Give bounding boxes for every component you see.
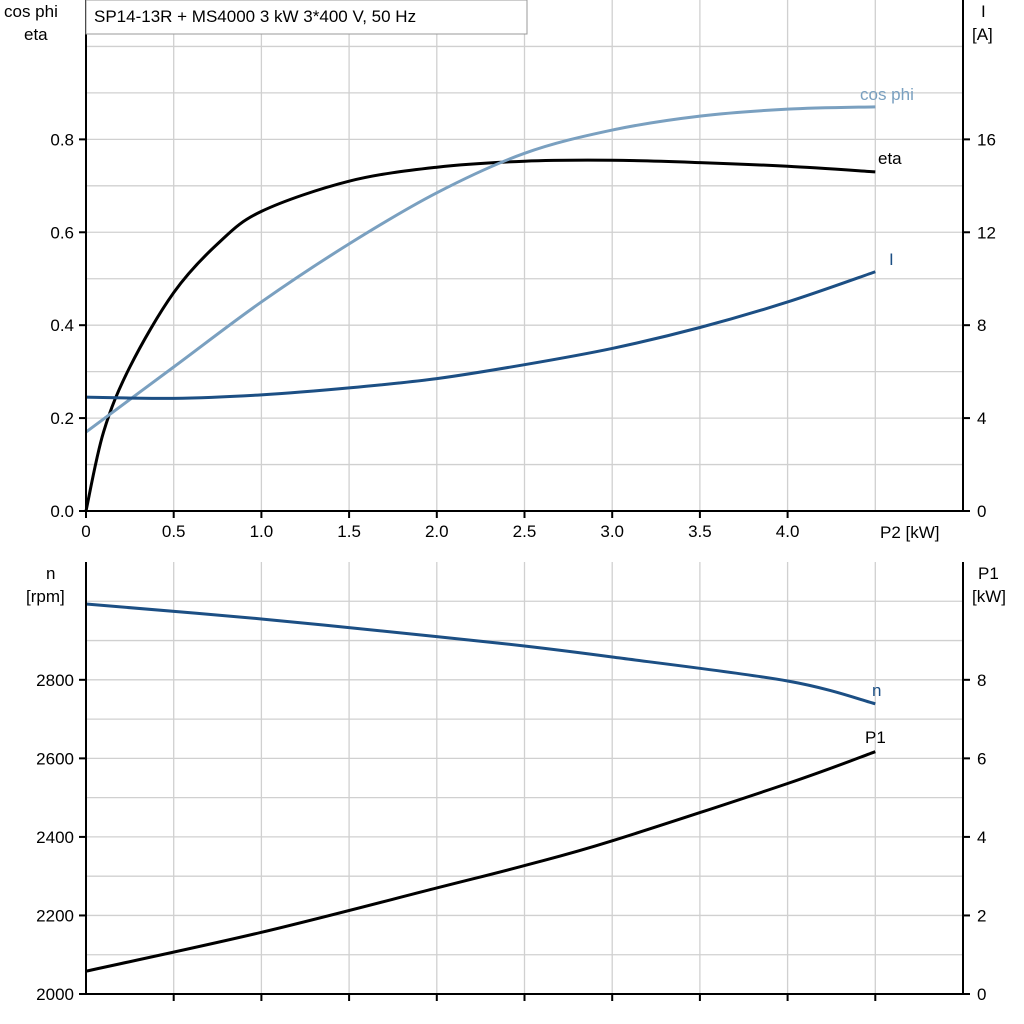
x-tick-label: 1.5 [337,522,361,541]
curve-cos-phi [85,105,876,434]
series-label-p1: P1 [865,728,886,747]
curve-n [85,602,876,706]
y-tick-label-right: 8 [977,671,986,690]
axes [79,0,970,1001]
x-tick-label: 2.0 [425,522,449,541]
curves [84,105,876,973]
bottom-right-axis-label-1: P1 [978,564,999,583]
x-axis-label: P2 [kW] [880,523,940,542]
x-tick-label: 1.0 [250,522,274,541]
series-label-eta: eta [878,149,902,168]
top-grid [86,0,963,511]
y-tick-label-left: 0.2 [50,409,74,428]
bottom-right-axis-label-2: [kW] [972,587,1006,606]
y-tick-label-right: 0 [977,502,986,521]
bottom-grid [86,562,963,994]
x-tick-label: 3.0 [600,522,624,541]
y-tick-label-left: 2000 [36,985,74,1004]
y-tick-label-right: 4 [977,828,986,847]
y-tick-label-left: 2400 [36,828,74,847]
y-tick-label-right: 4 [977,409,986,428]
y-tick-label-right: 6 [977,749,986,768]
y-tick-label-left: 2200 [36,906,74,925]
y-tick-label-right: 2 [977,906,986,925]
y-tick-label-right: 12 [977,223,996,242]
tick-labels: 0.0 0.2 0.4 0.6 0.8 0 4 8 12 16 0 0.5 1.0 1.5 2.0 2.5 3.… [36,130,996,1004]
chart-title: SP14-13R + MS4000 3 kW 3*400 V, 50 Hz [94,7,416,26]
y-tick-label-right: 16 [977,130,996,149]
bottom-left-axis-label-1: n [46,564,55,583]
curve-i [85,270,876,400]
y-tick-label-left: 0.4 [50,316,74,335]
y-tick-label-left: 0.6 [50,223,74,242]
series-label-n: n [872,681,881,700]
x-tick-label: 0.5 [162,522,186,541]
y-tick-label-left: 2800 [36,671,74,690]
y-tick-label-right: 0 [977,985,986,1004]
top-right-axis-label-2: [A] [972,25,993,44]
title-box: SP14-13R + MS4000 3 kW 3*400 V, 50 Hz [85,0,528,35]
bottom-left-axis-label-2: [rpm] [26,587,65,606]
x-tick-label: 3.5 [688,522,712,541]
x-tick-label: 4.0 [776,522,800,541]
series-label-i: I [889,250,894,269]
y-tick-label-left: 2600 [36,749,74,768]
curve-eta [84,158,876,512]
top-right-axis-label-1: I [981,2,986,21]
y-tick-label-right: 8 [977,316,986,335]
curve-p1 [85,750,876,973]
x-tick-label: 0 [81,522,90,541]
x-tick-label: 2.5 [513,522,537,541]
y-tick-label-left: 0.0 [50,502,74,521]
series-label-cos-phi: cos phi [860,85,914,104]
top-left-axis-label-1: cos phi [4,2,58,21]
y-tick-label-left: 0.8 [50,130,74,149]
top-left-axis-label-2: eta [24,25,48,44]
